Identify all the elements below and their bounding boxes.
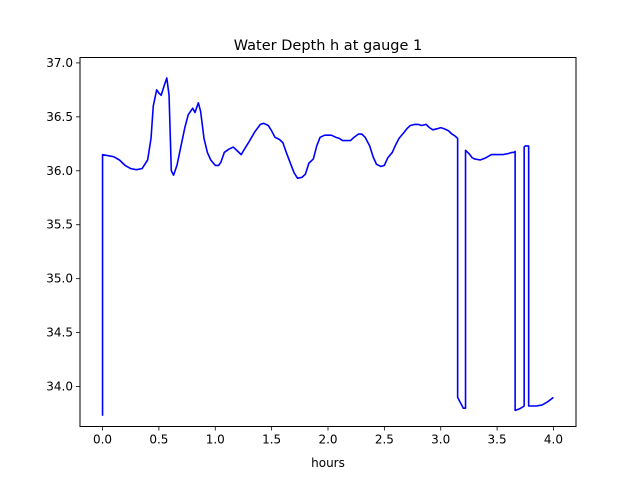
y-tick-label: 35.0 bbox=[46, 272, 73, 286]
y-tick-label: 36.0 bbox=[46, 164, 73, 178]
x-tick-label: 4.0 bbox=[544, 433, 563, 447]
y-axis-ticks: 34.0 34.5 35.0 35.5 36.0 36.5 37.0 bbox=[46, 56, 80, 394]
y-tick-label: 36.5 bbox=[46, 110, 73, 124]
y-tick-label: 37.0 bbox=[46, 56, 73, 70]
series-line-0 bbox=[101, 77, 554, 416]
x-tick-label: 3.5 bbox=[488, 433, 507, 447]
x-tick-label: 0.0 bbox=[93, 433, 112, 447]
plot-layer bbox=[101, 77, 554, 416]
x-tick-label: 1.0 bbox=[206, 433, 225, 447]
x-tick-label: 0.5 bbox=[149, 433, 168, 447]
y-tick-label: 34.0 bbox=[46, 380, 73, 394]
y-tick-label: 35.5 bbox=[46, 218, 73, 232]
plot-frame bbox=[79, 57, 577, 427]
y-tick-label: 34.5 bbox=[46, 326, 73, 340]
x-tick-label: 2.0 bbox=[318, 433, 337, 447]
x-tick-label: 2.5 bbox=[375, 433, 394, 447]
x-tick-label: 1.5 bbox=[262, 433, 281, 447]
x-axis-ticks: 0.0 0.5 1.0 1.5 2.0 2.5 3.0 3.5 4.0 bbox=[93, 426, 563, 447]
x-axis-label: hours bbox=[311, 456, 345, 470]
x-tick-label: 3.0 bbox=[431, 433, 450, 447]
chart-title: Water Depth h at gauge 1 bbox=[234, 38, 422, 54]
